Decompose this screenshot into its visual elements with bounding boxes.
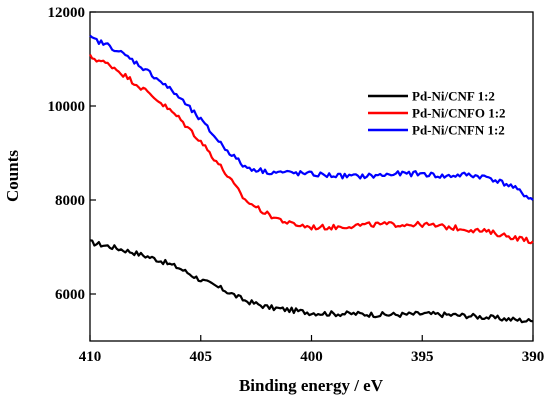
x-tick-label: 395 bbox=[411, 349, 434, 365]
series-layer bbox=[89, 34, 534, 324]
x-tick-label: 400 bbox=[300, 349, 323, 365]
y-tick-label: 6000 bbox=[55, 287, 85, 303]
y-tick-label: 10000 bbox=[48, 99, 86, 115]
y-tick-label: 12000 bbox=[48, 5, 86, 21]
y-axis-title: Counts bbox=[3, 150, 22, 202]
legend-label: Pd-Ni/CNFO 1:2 bbox=[412, 106, 506, 121]
series-line bbox=[89, 239, 534, 324]
x-tick-label: 390 bbox=[522, 349, 545, 365]
x-tick-label: 410 bbox=[79, 349, 102, 365]
legend-label: Pd-Ni/CNF 1:2 bbox=[412, 89, 495, 104]
legend-label: Pd-Ni/CNFN 1:2 bbox=[412, 123, 505, 138]
series-line bbox=[89, 34, 534, 201]
plot-frame bbox=[89, 11, 534, 342]
x-tick-label: 405 bbox=[190, 349, 213, 365]
x-axis-ticks: 410 405 400 395 390 bbox=[79, 335, 545, 365]
x-axis-title: Binding energy / eV bbox=[239, 376, 384, 395]
legend: Pd-Ni/CNF 1:2 Pd-Ni/CNFO 1:2 Pd-Ni/CNFN 1:… bbox=[368, 89, 506, 138]
y-tick-label: 8000 bbox=[55, 193, 85, 209]
plot-area-border bbox=[89, 11, 534, 342]
series-line bbox=[89, 53, 534, 245]
y-axis-ticks: 6000 8000 10000 12000 bbox=[48, 5, 96, 303]
